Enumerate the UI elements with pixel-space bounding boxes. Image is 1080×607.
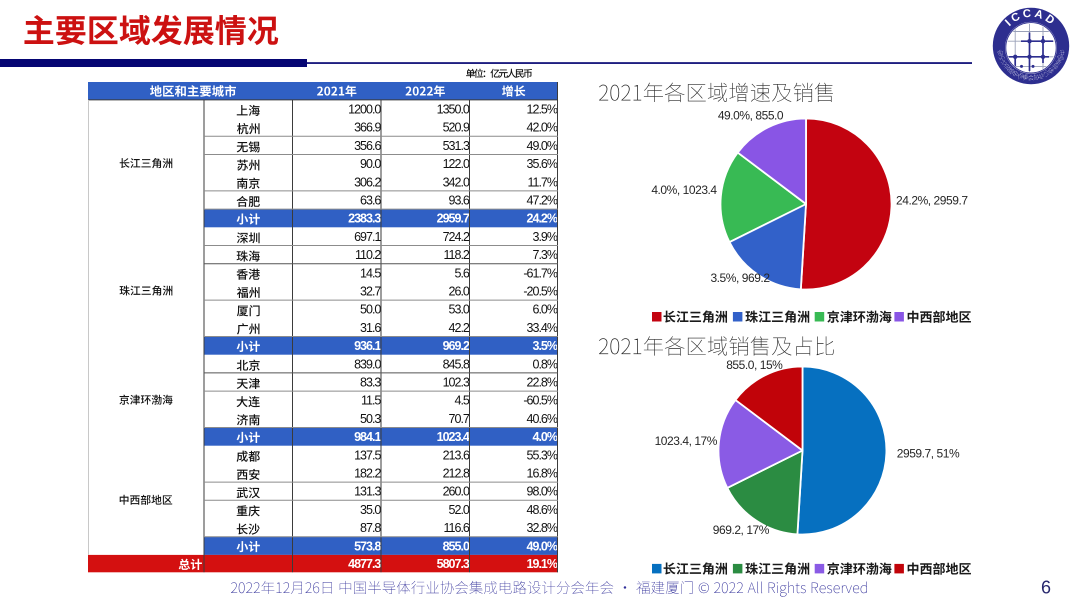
svg-text:49.0%, 855.0: 49.0%, 855.0	[718, 108, 784, 122]
svg-text:48.6%: 48.6%	[527, 503, 558, 517]
svg-text:24.2%: 24.2%	[527, 212, 558, 226]
svg-text:122.0: 122.0	[443, 157, 470, 171]
svg-text:22.8%: 22.8%	[527, 376, 558, 390]
svg-text:70.7: 70.7	[449, 412, 470, 426]
svg-text:116.6: 116.6	[444, 521, 470, 535]
svg-text:50.0: 50.0	[360, 303, 381, 317]
svg-text:4.0%: 4.0%	[533, 430, 558, 444]
svg-text:6: 6	[1041, 578, 1051, 598]
svg-text:19.1%: 19.1%	[527, 557, 558, 571]
svg-text:-20.5%: -20.5%	[523, 285, 557, 299]
svg-text:42.2: 42.2	[449, 321, 470, 335]
svg-text:35.0: 35.0	[360, 503, 381, 517]
svg-text:724.2: 724.2	[443, 230, 470, 244]
svg-text:102.3: 102.3	[443, 376, 470, 390]
svg-text:49.0%: 49.0%	[527, 539, 558, 553]
svg-text:32.8%: 32.8%	[527, 521, 558, 535]
svg-text:1023.4, 17%: 1023.4, 17%	[655, 434, 718, 448]
svg-text:118.2: 118.2	[444, 248, 470, 262]
svg-text:4.0%, 1023.4: 4.0%, 1023.4	[651, 183, 717, 197]
svg-text:855.0: 855.0	[443, 539, 470, 553]
svg-text:42.0%: 42.0%	[527, 121, 558, 135]
svg-text:2959.7, 51%: 2959.7, 51%	[897, 447, 960, 461]
svg-text:697.1: 697.1	[354, 230, 381, 244]
svg-text:16.8%: 16.8%	[527, 467, 558, 481]
svg-text:6.0%: 6.0%	[533, 303, 558, 317]
svg-text:32.7: 32.7	[360, 285, 381, 299]
svg-text:87.8: 87.8	[360, 521, 381, 535]
svg-text:40.6%: 40.6%	[527, 412, 558, 426]
svg-text:2959.7: 2959.7	[437, 212, 470, 226]
svg-text:213.6: 213.6	[443, 448, 470, 462]
svg-text:-61.7%: -61.7%	[523, 266, 557, 280]
svg-text:5.6: 5.6	[455, 266, 470, 280]
svg-text:573.8: 573.8	[354, 539, 381, 553]
svg-text:53.0: 53.0	[449, 303, 470, 317]
svg-text:12.5%: 12.5%	[527, 103, 558, 117]
svg-text:260.0: 260.0	[443, 485, 470, 499]
svg-text:969.2, 17%: 969.2, 17%	[713, 523, 770, 537]
svg-text:520.9: 520.9	[443, 121, 470, 135]
svg-text:7.3%: 7.3%	[533, 248, 558, 262]
svg-text:212.8: 212.8	[443, 467, 470, 481]
svg-text:110.2: 110.2	[355, 248, 381, 262]
svg-text:839.0: 839.0	[354, 357, 381, 371]
svg-text:137.5: 137.5	[354, 448, 381, 462]
svg-text:35.6%: 35.6%	[527, 157, 558, 171]
svg-text:4877.3: 4877.3	[348, 557, 381, 571]
svg-text:26.0: 26.0	[449, 285, 470, 299]
svg-text:63.6: 63.6	[360, 194, 381, 208]
svg-text:182.2: 182.2	[354, 467, 381, 481]
svg-text:0.8%: 0.8%	[533, 357, 558, 371]
svg-text:33.4%: 33.4%	[527, 321, 558, 335]
svg-text:14.5: 14.5	[360, 266, 381, 280]
svg-text:936.1: 936.1	[354, 339, 381, 353]
svg-text:969.2: 969.2	[443, 339, 470, 353]
svg-text:855.0, 15%: 855.0, 15%	[726, 358, 783, 372]
svg-text:49.0%: 49.0%	[527, 139, 558, 153]
svg-text:90.0: 90.0	[360, 157, 381, 171]
svg-text:531.3: 531.3	[443, 139, 470, 153]
svg-text:55.3%: 55.3%	[527, 448, 558, 462]
svg-text:5807.3: 5807.3	[437, 557, 470, 571]
svg-text:83.3: 83.3	[360, 376, 381, 390]
svg-text:4.5: 4.5	[455, 394, 470, 408]
svg-text:3.5%: 3.5%	[533, 339, 558, 353]
svg-text:984.1: 984.1	[354, 430, 381, 444]
svg-text:845.8: 845.8	[443, 357, 470, 371]
svg-text:1023.4: 1023.4	[437, 430, 470, 444]
svg-text:306.2: 306.2	[354, 175, 381, 189]
svg-text:98.0%: 98.0%	[527, 485, 558, 499]
svg-text:11.5: 11.5	[361, 394, 381, 408]
svg-text:11.7%: 11.7%	[527, 175, 557, 189]
svg-text:52.0: 52.0	[449, 503, 470, 517]
svg-text:24.2%, 2959.7: 24.2%, 2959.7	[896, 193, 968, 207]
svg-text:31.6: 31.6	[360, 321, 381, 335]
svg-text:-60.5%: -60.5%	[523, 394, 557, 408]
svg-text:50.3: 50.3	[360, 412, 381, 426]
svg-text:131.3: 131.3	[354, 485, 381, 499]
svg-text:1350.0: 1350.0	[437, 103, 470, 117]
svg-text:342.0: 342.0	[443, 175, 470, 189]
svg-text:1200.0: 1200.0	[348, 103, 381, 117]
svg-text:2383.3: 2383.3	[348, 212, 381, 226]
svg-text:3.9%: 3.9%	[533, 230, 558, 244]
svg-text:47.2%: 47.2%	[527, 194, 558, 208]
svg-text:93.6: 93.6	[449, 194, 470, 208]
svg-text:366.9: 366.9	[354, 121, 381, 135]
svg-text:3.5%, 969.2: 3.5%, 969.2	[710, 271, 770, 285]
svg-text:356.6: 356.6	[354, 139, 381, 153]
